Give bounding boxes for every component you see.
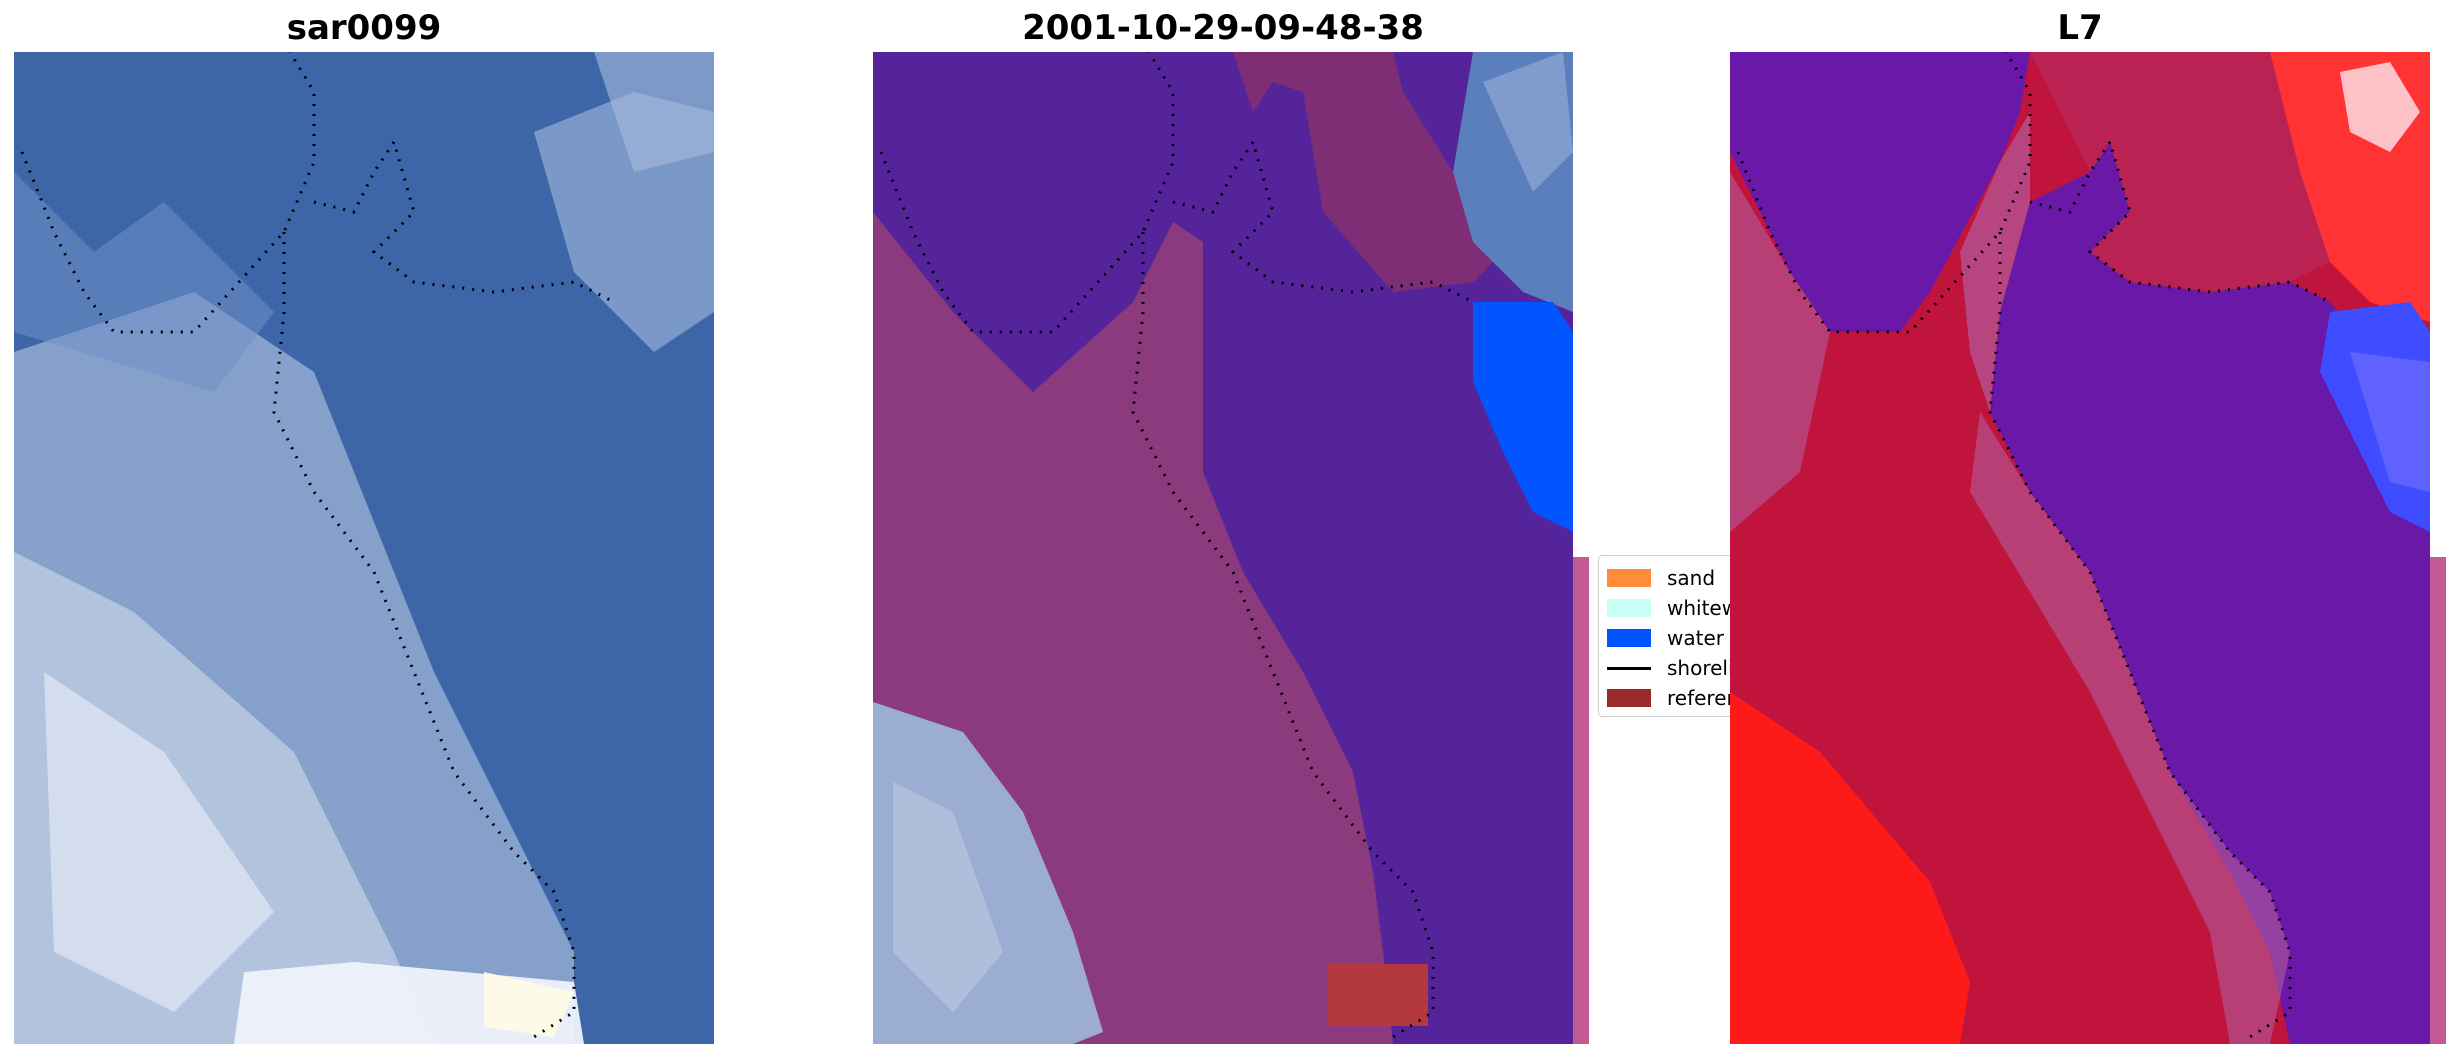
legend: sand whitewater water shoreline referenc… (1598, 555, 1750, 717)
reference-swatch (1607, 689, 1651, 707)
classified-image (873, 52, 1589, 1044)
legend-item-sand: sand (1607, 566, 1715, 590)
index-image-panel (1730, 52, 2446, 1044)
rgb-image (14, 52, 714, 1044)
panel-title-rgb: sar0099 (286, 8, 442, 48)
whitewater-swatch (1607, 599, 1651, 617)
legend-item-reference: reference (1607, 686, 1749, 710)
legend-item-whitewater: whitewater (1607, 596, 1749, 620)
index-image (1730, 52, 2446, 1044)
legend-label-water: water (1667, 626, 1724, 650)
sand-swatch (1607, 569, 1651, 587)
legend-item-water: water (1607, 626, 1724, 650)
legend-label-sand: sand (1667, 566, 1716, 590)
shoreline-line-icon (1607, 666, 1651, 670)
rgb-image-panel (14, 52, 714, 1044)
classified-image-panel (873, 52, 1589, 1044)
legend-item-shoreline: shoreline (1607, 656, 1749, 680)
panel-title-classified: 2001-10-29-09-48-38 (1022, 8, 1424, 48)
water-swatch (1607, 629, 1651, 647)
panel-title-index: L7 (2057, 8, 2103, 48)
